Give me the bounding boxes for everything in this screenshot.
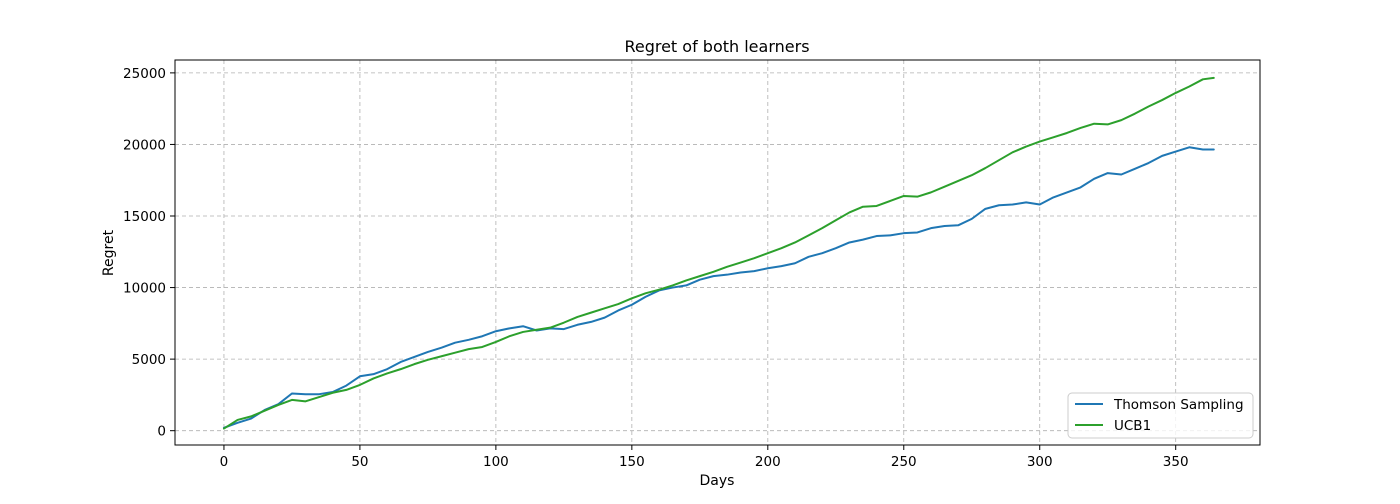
y-tick-label: 15000 bbox=[123, 209, 166, 225]
y-tick-label: 25000 bbox=[123, 66, 166, 82]
x-tick-label: 100 bbox=[483, 454, 509, 470]
legend-box bbox=[1067, 392, 1254, 439]
x-tick-label: 250 bbox=[891, 454, 917, 470]
x-tick-label: 200 bbox=[755, 454, 781, 470]
y-axis-ticks: 0 5000 10000 15000 20000 25000 bbox=[123, 66, 175, 440]
grid-lines bbox=[175, 60, 1260, 445]
x-axis-ticks: 0 50 100 150 200 250 300 350 bbox=[220, 445, 1189, 470]
plot-area-frame bbox=[174, 59, 1261, 446]
legend-label-ucb1: UCB1 bbox=[1114, 418, 1151, 434]
series-lines bbox=[222, 76, 1215, 430]
x-tick-label: 50 bbox=[351, 454, 368, 470]
series-line-thomson-sampling bbox=[222, 146, 1215, 429]
legend-label-thomson-sampling: Thomson Sampling bbox=[1113, 397, 1244, 413]
y-tick-label: 0 bbox=[157, 424, 166, 440]
y-tick-label: 20000 bbox=[123, 137, 166, 153]
y-tick-label: 5000 bbox=[132, 352, 166, 368]
series-line-ucb1 bbox=[222, 76, 1215, 430]
x-tick-label: 300 bbox=[1027, 454, 1053, 470]
y-axis-label: Regret bbox=[101, 229, 117, 276]
x-tick-label: 350 bbox=[1163, 454, 1189, 470]
legend: Thomson Sampling UCB1 bbox=[1067, 392, 1254, 439]
chart-title: Regret of both learners bbox=[624, 37, 809, 56]
y-tick-label: 10000 bbox=[123, 281, 166, 297]
x-tick-label: 0 bbox=[220, 454, 229, 470]
x-axis-label: Days bbox=[700, 473, 735, 489]
x-tick-label: 150 bbox=[619, 454, 645, 470]
